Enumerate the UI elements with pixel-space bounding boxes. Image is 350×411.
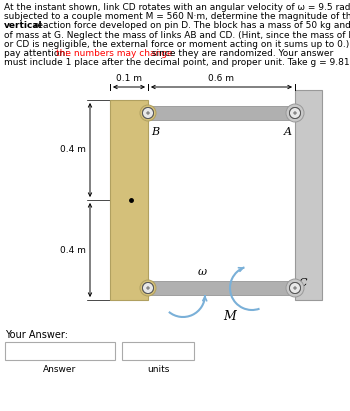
Text: A: A bbox=[284, 127, 292, 137]
Text: or CD is negligible, the external force or moment acting on it sums up to 0.) Pl: or CD is negligible, the external force … bbox=[4, 40, 350, 49]
Circle shape bbox=[294, 286, 296, 289]
Text: vertical: vertical bbox=[4, 21, 43, 30]
Circle shape bbox=[289, 108, 301, 118]
Text: pay attention:: pay attention: bbox=[4, 49, 71, 58]
Text: of mass at G. Neglect the mass of links AB and CD. (Hint, since the mass of link: of mass at G. Neglect the mass of links … bbox=[4, 30, 350, 39]
Bar bbox=[110, 100, 148, 300]
Circle shape bbox=[147, 286, 149, 289]
Circle shape bbox=[140, 280, 156, 296]
Text: At the instant shown, link CD rotates with an angular velocity of ω = 9.5 rad/s.: At the instant shown, link CD rotates wi… bbox=[4, 3, 350, 12]
Text: ω: ω bbox=[198, 267, 207, 277]
Text: since they are randomized. Your answer: since they are randomized. Your answer bbox=[149, 49, 333, 58]
Circle shape bbox=[289, 108, 301, 118]
Text: reaction force developed on pin D. The block has a mass of 50 kg and center: reaction force developed on pin D. The b… bbox=[31, 21, 350, 30]
Circle shape bbox=[294, 111, 296, 115]
Text: D: D bbox=[135, 270, 144, 280]
Circle shape bbox=[147, 286, 149, 289]
Bar bbox=[148, 106, 295, 120]
Text: Answer: Answer bbox=[43, 365, 77, 374]
Circle shape bbox=[142, 282, 154, 293]
Text: must include 1 place after the decimal point, and proper unit. Take g = 9.81 m/s: must include 1 place after the decimal p… bbox=[4, 58, 350, 67]
Bar bbox=[5, 342, 115, 360]
Text: the numbers may change: the numbers may change bbox=[56, 49, 173, 58]
Text: C: C bbox=[299, 278, 308, 288]
Circle shape bbox=[289, 282, 301, 293]
Circle shape bbox=[140, 105, 156, 121]
Text: M: M bbox=[224, 310, 236, 323]
Circle shape bbox=[294, 111, 296, 115]
Bar bbox=[295, 90, 322, 300]
Circle shape bbox=[142, 282, 154, 293]
Circle shape bbox=[147, 111, 149, 115]
Text: 0.4 m: 0.4 m bbox=[60, 245, 86, 254]
Circle shape bbox=[142, 108, 154, 118]
Circle shape bbox=[289, 282, 301, 293]
Circle shape bbox=[142, 108, 154, 118]
Text: 0.4 m: 0.4 m bbox=[60, 145, 86, 155]
Circle shape bbox=[286, 279, 304, 297]
Text: units: units bbox=[147, 365, 169, 374]
Text: Your Answer:: Your Answer: bbox=[5, 330, 68, 340]
Text: 0.1 m: 0.1 m bbox=[116, 74, 142, 83]
Text: subjected to a couple moment M = 560 N·m, determine the magnitude of the: subjected to a couple moment M = 560 N·m… bbox=[4, 12, 350, 21]
Text: B: B bbox=[151, 127, 159, 137]
Circle shape bbox=[286, 104, 304, 122]
Bar bbox=[148, 281, 295, 295]
Circle shape bbox=[147, 111, 149, 115]
Text: G: G bbox=[136, 195, 145, 205]
Bar bbox=[122, 342, 194, 360]
Text: 0.6 m: 0.6 m bbox=[209, 74, 235, 83]
Circle shape bbox=[294, 286, 296, 289]
